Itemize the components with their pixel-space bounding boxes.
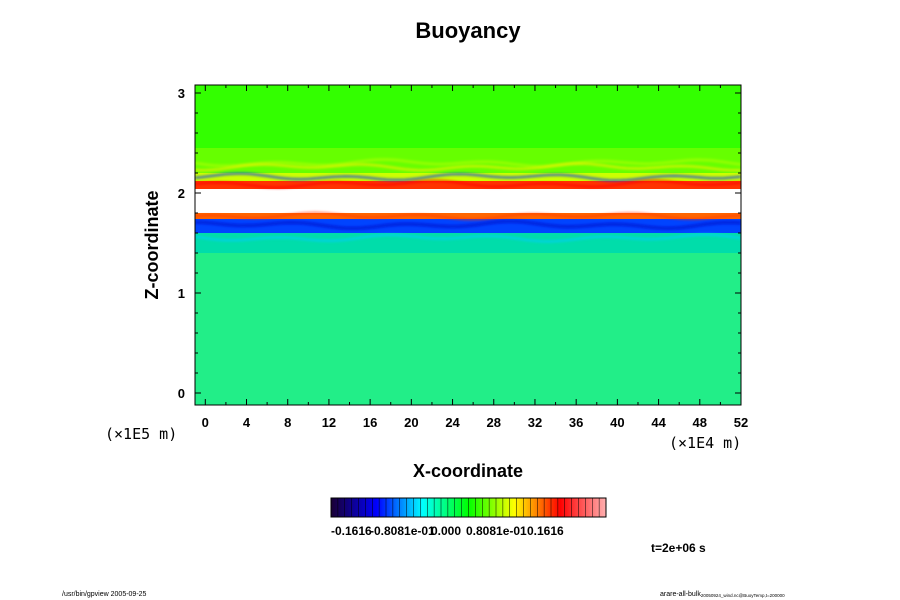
y-axis-ticks: 0 1 2 3 (178, 86, 741, 401)
x-tick-label-4: 16 (363, 415, 377, 430)
x-tick-label-8: 32 (528, 415, 542, 430)
heatmap-layer-0 (195, 85, 741, 148)
y-tick-label-2: 2 (178, 186, 185, 201)
x-tick-label-0: 0 (202, 415, 209, 430)
colorbar-tick-label-0: -0.1616 (331, 524, 372, 538)
y-tick-label-3: 3 (178, 86, 185, 101)
x-tick-label-3: 12 (322, 415, 336, 430)
chart-title: Buoyancy (415, 18, 521, 43)
field-texture-6 (195, 233, 741, 243)
x-tick-label-5: 20 (404, 415, 418, 430)
heatmap-layer-4 (195, 189, 741, 213)
x-tick-label-6: 24 (445, 415, 460, 430)
time-annotation: t=2e+06 s (651, 541, 706, 555)
x-tick-label-7: 28 (487, 415, 501, 430)
colorbar-tick-label-3: 0.8081e-01 (466, 524, 527, 538)
x-axis-ticks: 0 4 8 12 16 20 24 28 32 36 40 44 48 52 (202, 85, 748, 430)
footer-right-main: arare-all-bulk (660, 591, 701, 598)
heatmap-layer-8 (195, 253, 741, 405)
x-tick-label-12: 48 (693, 415, 707, 430)
colorbar-tick-labels: -0.1616-0.8081e-010.000 0.8081e-01 0.1616 (331, 524, 564, 538)
x-tick-label-9: 36 (569, 415, 583, 430)
heatmap-layer-5 (195, 213, 741, 219)
heatmap-field (195, 85, 741, 405)
x-axis-label: X-coordinate (413, 461, 523, 481)
y-unit-label: (×1E5 m) (105, 425, 177, 443)
y-tick-label-1: 1 (178, 286, 185, 301)
field-texture-0 (195, 158, 741, 168)
field-texture-3 (195, 179, 741, 189)
footer-left: /usr/bin/gpview 2005-09-25 (62, 591, 147, 598)
colorbar-tick-label-2: 0.000 (431, 524, 461, 538)
field-texture-4 (195, 211, 741, 221)
colorbar-segments (337, 498, 600, 517)
field-texture-1 (195, 162, 741, 172)
colorbar-tick-label-1: -0.8081e-01 (370, 524, 435, 538)
y-tick-label-0: 0 (178, 386, 185, 401)
x-unit-label: (×1E4 m) (669, 434, 741, 452)
field-texture-2 (195, 172, 741, 182)
x-tick-label-11: 44 (651, 415, 666, 430)
x-tick-label-10: 40 (610, 415, 624, 430)
plot-frame (194, 84, 742, 406)
heatmap-layer-7 (195, 233, 741, 253)
footer-right: arare-all-bulk20050924_wind.nc@BuoyTemp,… (660, 591, 785, 598)
x-tick-label-2: 8 (284, 415, 291, 430)
field-texture-5 (195, 220, 741, 230)
x-tick-label-13: 52 (734, 415, 748, 430)
heatmap-layer-2 (195, 173, 741, 181)
x-tick-label-1: 4 (243, 415, 251, 430)
colorbar-tick-label-4: 0.1616 (527, 524, 564, 538)
footer-right-sub: 20050924_wind.nc@BuoyTemp,t=200000 (701, 593, 785, 598)
heatmap-layer-1 (195, 148, 741, 173)
y-axis-label: Z-coordinate (142, 190, 162, 299)
